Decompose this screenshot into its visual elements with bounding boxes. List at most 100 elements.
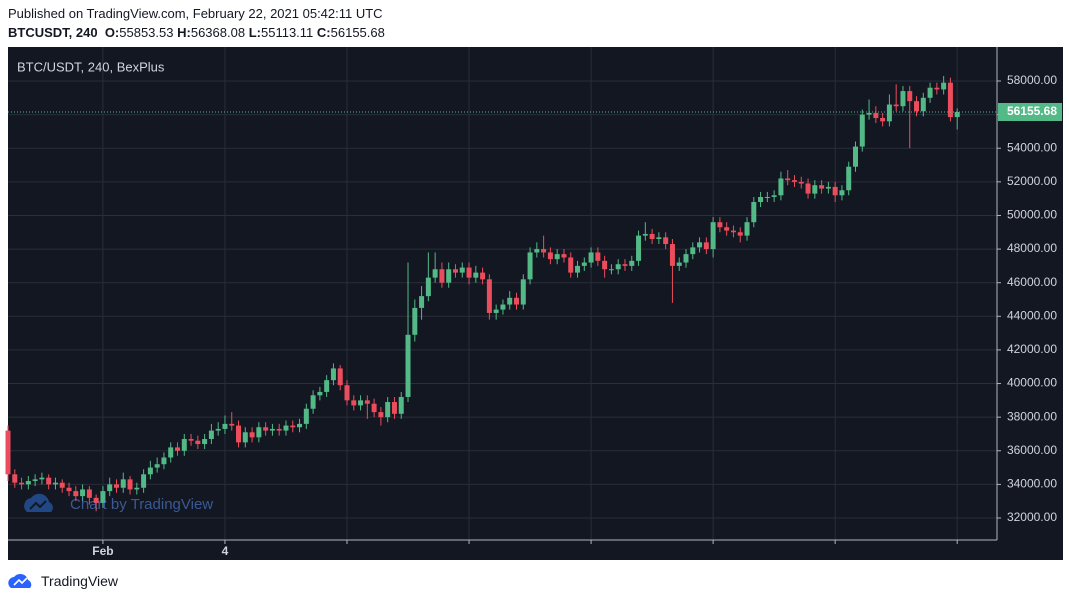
candle-body (371, 403, 377, 413)
candle-body (39, 477, 45, 480)
candle-body (730, 230, 736, 233)
candle-body (100, 491, 106, 503)
candle-body (541, 249, 547, 253)
candle-body (588, 252, 594, 263)
candle-body (805, 183, 811, 194)
candle-body (303, 408, 309, 424)
candle-body (32, 479, 38, 482)
candle-body (93, 497, 99, 503)
candle-body (263, 427, 269, 431)
watermark-text: Chart by TradingView (70, 496, 213, 513)
footer-logo (8, 573, 32, 588)
candle-body (554, 254, 560, 260)
candle-body (520, 279, 526, 305)
candle-body (480, 272, 486, 280)
candle-body (534, 249, 540, 253)
candle-body (486, 279, 492, 313)
footer-brand: TradingView (41, 573, 119, 589)
candle-body (764, 196, 770, 198)
candle-body (602, 260, 608, 270)
candle-body (575, 265, 581, 273)
candle-body (459, 267, 465, 273)
candle-body (649, 233, 655, 239)
candle-body (405, 334, 411, 397)
symbol: BTCUSDT, 240 (8, 25, 98, 40)
candle-body (608, 269, 614, 271)
candle-body (744, 222, 750, 236)
candle-body (249, 432, 255, 438)
o-label: O: (104, 25, 120, 40)
candle-body (154, 464, 160, 468)
x-tick-label: Feb (92, 544, 113, 558)
candle-body (771, 195, 777, 197)
candle-body (107, 484, 113, 492)
candle-body (256, 427, 262, 438)
candle-body (385, 402, 391, 418)
candle-body (785, 178, 791, 181)
candle-body (636, 235, 642, 261)
l-label: L: (248, 25, 261, 40)
candle-body (595, 252, 601, 261)
candle-body (283, 425, 289, 431)
candle-body (25, 481, 31, 485)
h-value: 56368.08 (190, 25, 246, 40)
candle-body (127, 479, 133, 490)
chart-title: BTC/USDT, 240, BexPlus (17, 59, 165, 74)
candle-body (676, 262, 682, 266)
candle-body (324, 380, 330, 392)
candle-body (188, 439, 194, 441)
candle-body (832, 186, 838, 196)
candle-body (622, 264, 628, 266)
y-tick-label: 54000.00 (1007, 140, 1057, 154)
candle-body (825, 186, 831, 189)
y-tick-label: 34000.00 (1007, 477, 1057, 491)
candle-body (175, 447, 180, 451)
candle-body (134, 487, 140, 490)
candle-body (141, 474, 147, 488)
candle-body (927, 87, 933, 98)
candle-body (236, 425, 242, 443)
candle-body (5, 430, 11, 475)
candle-body (866, 112, 872, 115)
candle-body (113, 484, 119, 488)
candle-body (717, 222, 723, 228)
candle-body (229, 423, 235, 426)
candle-body (561, 254, 567, 258)
candle-body (954, 112, 960, 118)
candle-body (859, 114, 865, 147)
candle-body (812, 185, 818, 194)
candle-body (46, 477, 52, 485)
candle-body (846, 166, 852, 191)
last-price-label: 56155.68 (1007, 104, 1057, 118)
candle-body (86, 489, 92, 498)
c-value: 56155.68 (330, 25, 385, 40)
candle-body (751, 202, 757, 223)
candle-body (914, 101, 920, 112)
candle-body (568, 257, 574, 273)
candle-body (819, 185, 825, 189)
candle-body (873, 112, 879, 118)
y-tick-label: 46000.00 (1007, 275, 1057, 289)
candle-body (202, 439, 208, 445)
c-label: C: (316, 25, 331, 40)
candle-body (358, 400, 364, 406)
candle-body (439, 269, 445, 283)
candle-body (242, 432, 248, 443)
candle-body (222, 423, 228, 429)
candle-body (351, 400, 357, 406)
candle-body (52, 482, 58, 485)
candle-body (920, 97, 926, 112)
candle-body (642, 233, 648, 236)
candle-body (446, 269, 452, 283)
candle-body (697, 242, 703, 248)
candle-body (778, 178, 784, 196)
candle-body (168, 447, 174, 458)
y-tick-label: 44000.00 (1007, 308, 1057, 322)
candle-body (297, 423, 303, 428)
candle-body (12, 474, 18, 483)
candle-body (703, 242, 709, 250)
candle-body (330, 368, 336, 381)
candle-body (758, 196, 764, 203)
l-value: 55113.11 (260, 25, 314, 40)
y-tick-label: 58000.00 (1007, 73, 1057, 87)
